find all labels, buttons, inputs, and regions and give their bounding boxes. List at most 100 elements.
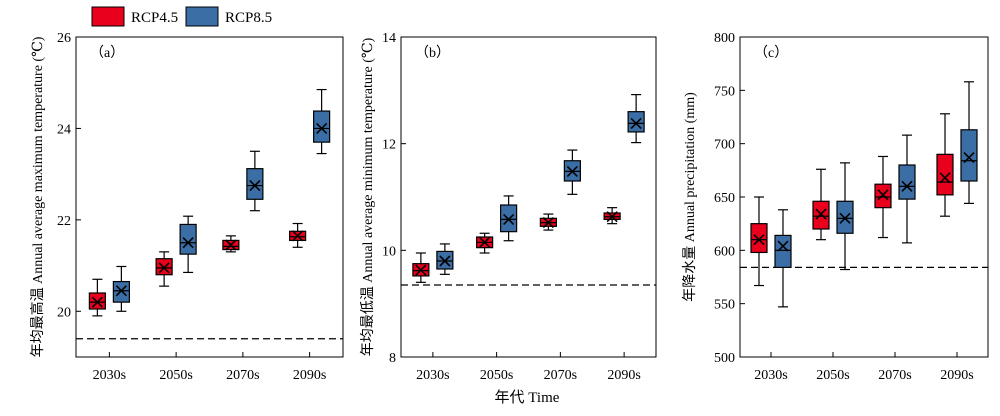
box-rcp85-2030s (774, 209, 792, 308)
mean-marker (182, 237, 194, 249)
plot-frame (400, 36, 657, 358)
x-tick-label: 2090s (293, 368, 326, 383)
mean-marker (566, 165, 578, 177)
mean-marker (606, 211, 618, 223)
box-body (246, 168, 264, 200)
plot-frame (739, 36, 989, 358)
x-tick-label: 2090s (607, 368, 640, 383)
mean-marker (839, 212, 851, 224)
y-tick-label: 14 (382, 31, 396, 46)
y-tick-label: 500 (714, 351, 735, 366)
box-rcp85-2090s (313, 88, 331, 155)
x-tick-label: 2030s (93, 368, 126, 383)
box-rcp85-2090s (960, 81, 978, 204)
box-rcp45-2030s (750, 196, 768, 287)
x-tick-label: 2050s (816, 368, 849, 383)
y-tick-label: 22 (57, 214, 71, 229)
y-tick-label: 700 (714, 138, 735, 153)
mean-marker (225, 239, 237, 251)
mean-marker (630, 117, 642, 129)
box-rcp85-2050s (179, 215, 197, 274)
box-rcp45-2030s (88, 278, 106, 317)
box-rcp45-2090s (289, 222, 307, 248)
panel-c: 500 550 600 650 700 750 800 2030s 2050s 2070s 2090… (682, 31, 989, 383)
box-body (313, 110, 331, 143)
panel-label: （c） (754, 45, 788, 61)
legend: RCP4.5 RCP8.5 (91, 6, 272, 27)
y-tick-label: 10 (382, 244, 396, 259)
x-tick-label: 2030s (416, 368, 449, 383)
box-rcp85-2050s (836, 162, 854, 271)
mean-marker (249, 180, 261, 192)
mean-marker (479, 236, 491, 248)
x-tick-label: 2070s (226, 368, 259, 383)
mean-marker (777, 240, 789, 252)
box-rcp85-2030s (112, 265, 130, 312)
legend-label-rcp45: RCP4.5 (131, 10, 178, 26)
y-tick-label: 600 (714, 244, 735, 259)
box-rcp85-2070s (898, 134, 916, 244)
y-tick-label: 26 (57, 31, 71, 46)
mean-marker (115, 285, 127, 297)
box-body (155, 258, 173, 276)
legend-label-rcp85: RCP8.5 (225, 10, 272, 26)
panel-label: （b） (415, 45, 450, 61)
y-tick-label: 12 (382, 138, 396, 153)
mean-marker (439, 255, 451, 267)
y-axis-label: 年降水量 Annual precipitation (mm) (682, 92, 698, 302)
y-tick-label: 650 (714, 191, 735, 206)
box-rcp85-2070s (563, 149, 581, 195)
mean-marker (292, 230, 304, 242)
x-tick-label: 2070s (878, 368, 911, 383)
box-rcp45-2090s (603, 207, 621, 225)
shared-x-axis-label: 年代 Time (495, 389, 560, 406)
box-rcp85-2090s (627, 93, 645, 144)
box-body (112, 280, 130, 303)
box-rcp45-2050s (476, 232, 494, 254)
y-tick-label: 20 (57, 305, 71, 320)
box-rcp45-2070s (222, 235, 240, 253)
legend-swatch-rcp45 (91, 6, 125, 27)
mean-marker (939, 172, 951, 184)
box-rcp85-2030s (436, 243, 454, 275)
box-rcp45-2070s (874, 155, 892, 239)
mean-marker (91, 296, 103, 308)
mean-marker (877, 189, 889, 201)
y-tick-label: 750 (714, 84, 735, 99)
panel-label: （a） (90, 45, 124, 61)
mean-marker (542, 217, 554, 229)
mean-marker (753, 234, 765, 246)
y-tick-label: 800 (714, 31, 735, 46)
legend-swatch-rcp85 (185, 6, 219, 27)
mean-marker (901, 180, 913, 192)
y-tick-label: 24 (57, 122, 71, 137)
mean-marker (316, 122, 328, 134)
x-tick-label: 2090s (940, 368, 973, 383)
mean-marker (815, 208, 827, 220)
plot-frame (75, 36, 344, 358)
box-rcp45-2090s (936, 113, 954, 217)
x-tick-label: 2050s (159, 368, 192, 383)
box-rcp85-2050s (500, 195, 518, 242)
panel-a: 20 22 24 26 2030s 2050s 2070s 2090s 年均最高温 Annual… (29, 31, 344, 383)
mean-marker (963, 151, 975, 164)
box-rcp45-2050s (155, 251, 173, 287)
mean-marker (158, 262, 170, 274)
box-body (88, 292, 106, 310)
box-body (750, 223, 768, 254)
box-rcp85-2070s (246, 150, 264, 212)
box-body (179, 223, 197, 255)
y-axis-label: 年均最高温 Annual average maximum temperature… (29, 36, 46, 357)
mean-marker (503, 213, 515, 225)
box-body (936, 153, 954, 196)
x-tick-label: 2050s (480, 368, 513, 383)
box-body (627, 111, 645, 133)
panel-b: 8 10 12 14 2030s 2050s 2070s 2090s 年均最低温 Annual … (360, 31, 657, 383)
box-body (774, 234, 792, 268)
x-tick-label: 2030s (754, 368, 787, 383)
y-tick-label: 550 (714, 298, 735, 313)
y-axis-label: 年均最低温 Annual average minimum temperature… (360, 37, 376, 356)
mean-marker (415, 264, 427, 276)
box-rcp45-2030s (412, 252, 430, 283)
y-tick-label: 8 (389, 351, 396, 366)
